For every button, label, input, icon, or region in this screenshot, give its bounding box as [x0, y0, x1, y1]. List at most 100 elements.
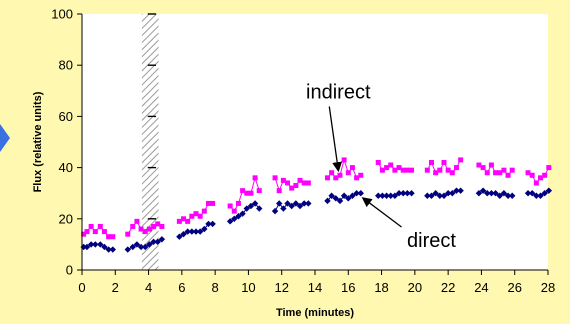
- data-point-indirect: [429, 159, 434, 165]
- x-tick-label: 20: [408, 280, 422, 295]
- data-point-direct: [488, 190, 495, 197]
- data-point-direct: [300, 200, 308, 207]
- data-point-indirect: [392, 167, 398, 173]
- data-point-direct: [83, 243, 91, 251]
- data-point-indirect: [272, 175, 278, 181]
- x-tick-label: 4: [145, 280, 152, 295]
- data-point-indirect: [231, 208, 237, 214]
- data-point-direct: [391, 192, 399, 199]
- data-point-indirect: [509, 167, 515, 173]
- data-point-indirect: [437, 167, 443, 173]
- data-point-direct: [92, 241, 99, 248]
- data-point-direct: [395, 190, 403, 197]
- data-point-indirect: [453, 165, 459, 171]
- data-point-direct: [305, 200, 312, 207]
- x-axis-title: Time (minutes): [276, 307, 354, 319]
- data-point-indirect: [324, 175, 330, 181]
- data-point-indirect: [125, 231, 131, 237]
- data-point-direct: [387, 192, 394, 199]
- data-point-direct: [484, 190, 491, 197]
- data-point-direct: [256, 205, 263, 212]
- data-point-indirect: [210, 200, 216, 206]
- data-point-indirect: [227, 203, 233, 209]
- data-point-indirect: [458, 157, 464, 163]
- data-point-direct: [146, 241, 153, 248]
- data-point-direct: [137, 243, 145, 251]
- data-point-direct: [440, 192, 448, 199]
- series-direct: [80, 187, 553, 253]
- data-point-indirect: [476, 162, 482, 168]
- data-point-direct: [496, 192, 503, 199]
- data-point-direct: [457, 187, 464, 194]
- data-point-indirect: [404, 167, 410, 173]
- series-layer: [80, 157, 553, 253]
- data-point-direct: [87, 241, 95, 248]
- data-point-indirect: [493, 170, 499, 176]
- series-indirect: [81, 157, 552, 240]
- x-tick-label: 10: [241, 280, 255, 295]
- data-point-direct: [188, 228, 196, 235]
- data-point-direct: [196, 228, 204, 235]
- data-point-indirect: [333, 175, 339, 181]
- data-point-direct: [404, 190, 411, 197]
- data-point-indirect: [130, 223, 136, 229]
- data-point-direct: [375, 192, 382, 199]
- data-point-indirect: [92, 229, 98, 235]
- data-point-direct: [400, 190, 407, 197]
- data-point-direct: [129, 243, 136, 251]
- data-point-direct: [541, 190, 548, 197]
- data-point-indirect: [193, 211, 199, 217]
- annotation-arrow-direct: [361, 197, 402, 228]
- data-point-direct: [209, 220, 216, 228]
- data-point-direct: [158, 236, 166, 243]
- data-point-indirect: [289, 185, 295, 191]
- data-point-indirect: [441, 159, 447, 165]
- annotation-direct: direct: [361, 197, 456, 252]
- data-point-indirect: [81, 231, 87, 237]
- data-point-indirect: [185, 218, 191, 224]
- data-point-direct: [180, 230, 187, 238]
- data-point-indirect: [256, 188, 262, 194]
- data-point-direct: [133, 241, 141, 248]
- data-point-direct: [432, 190, 439, 197]
- x-tick-label: 16: [341, 280, 355, 295]
- data-point-indirect: [97, 223, 103, 229]
- data-point-direct: [408, 190, 415, 197]
- data-point-direct: [243, 205, 250, 212]
- data-point-indirect: [276, 188, 282, 194]
- data-point-indirect: [146, 226, 152, 232]
- y-tick-label: 20: [59, 211, 73, 226]
- data-point-indirect: [484, 170, 490, 176]
- data-point-indirect: [354, 175, 360, 181]
- data-point-indirect: [301, 180, 307, 186]
- data-point-direct: [296, 202, 304, 210]
- data-point-direct: [357, 190, 364, 197]
- x-tick-label: 28: [541, 280, 555, 295]
- data-point-indirect: [110, 234, 116, 240]
- data-point-direct: [109, 246, 116, 253]
- data-point-indirect: [240, 188, 246, 194]
- data-point-direct: [449, 190, 456, 197]
- data-point-direct: [328, 192, 335, 199]
- x-tick-label: 2: [112, 280, 119, 295]
- x-tick-label: 6: [178, 280, 185, 295]
- data-point-direct: [105, 246, 112, 253]
- data-point-direct: [475, 190, 483, 197]
- x-tick-label: 0: [78, 280, 85, 295]
- data-point-indirect: [337, 172, 343, 178]
- annotation-indirect: indirect: [306, 81, 371, 173]
- data-point-direct: [353, 190, 360, 197]
- data-point-direct: [428, 192, 435, 199]
- data-point-indirect: [358, 172, 364, 178]
- data-point-indirect: [542, 172, 548, 178]
- x-tick-label: 24: [474, 280, 488, 295]
- data-point-indirect: [433, 170, 439, 176]
- data-point-direct: [379, 192, 386, 199]
- data-point-indirect: [400, 167, 406, 173]
- data-point-indirect: [151, 223, 157, 229]
- data-point-indirect: [329, 170, 335, 176]
- annotation-arrow-indirect: [328, 106, 343, 173]
- shaded-band-layer: [141, 13, 159, 270]
- data-point-indirect: [525, 170, 531, 176]
